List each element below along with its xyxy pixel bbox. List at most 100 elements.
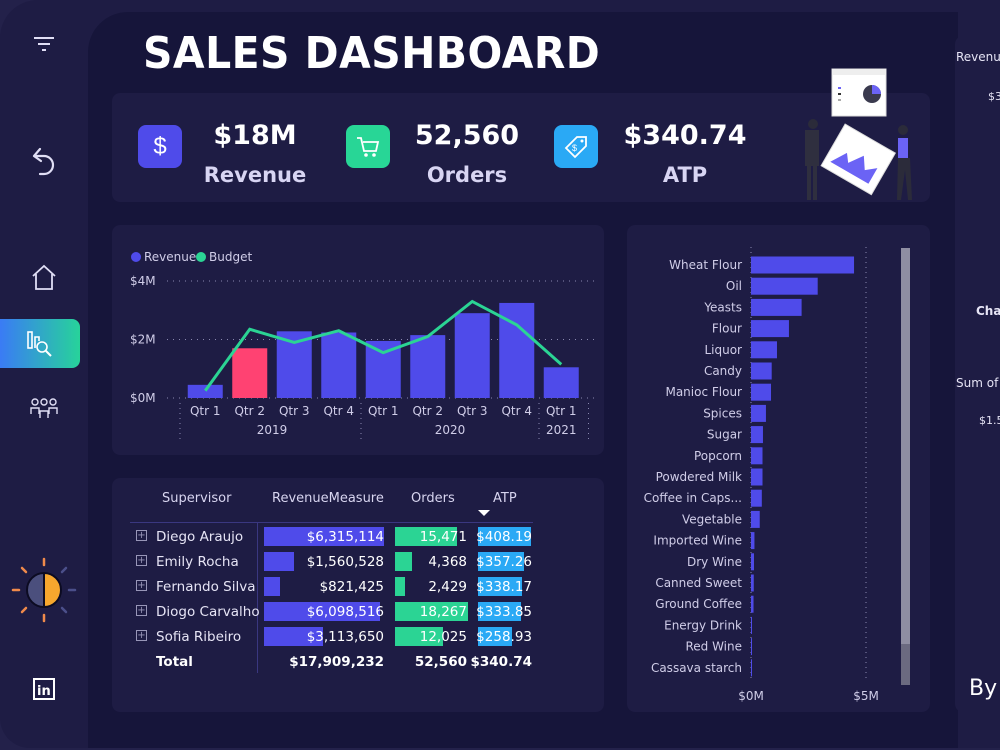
supervisor-name: Fernando Silva bbox=[156, 579, 256, 595]
kpi-card bbox=[112, 93, 930, 202]
table-row[interactable]: + Diogo Carvalho $6,098,516 18,267 $333.85 bbox=[130, 600, 540, 624]
budget-line bbox=[204, 299, 563, 392]
home-icon bbox=[32, 264, 56, 290]
x-tick-label: Qtr 2 bbox=[412, 404, 443, 418]
presentation-illustration bbox=[805, 68, 912, 200]
column-divider bbox=[257, 523, 258, 673]
product-bar bbox=[751, 595, 754, 613]
header-revenue-measure[interactable]: RevenueMeasure bbox=[272, 491, 384, 506]
revenue-bar bbox=[321, 332, 357, 398]
right-panel-partial: Revenu $3 Cha Sum of $1.5 By bbox=[955, 36, 1000, 712]
table-row[interactable]: + Emily Rocha $1,560,528 4,368 $357.26 bbox=[130, 550, 540, 574]
back-button[interactable] bbox=[0, 143, 88, 181]
category-label: Energy Drink bbox=[664, 618, 742, 632]
svg-text:in: in bbox=[37, 684, 51, 699]
price-tag-icon: $ bbox=[564, 135, 587, 158]
sidebar: in bbox=[0, 0, 88, 748]
table-row[interactable]: + Sofia Ribeiro $3,113,650 12,025 $258.93 bbox=[130, 625, 540, 649]
revenue-value: $6,315,114 bbox=[306, 529, 384, 545]
revenue-data-bar bbox=[264, 627, 324, 646]
revenue-kpi-label: Revenue bbox=[203, 163, 307, 187]
revenue-value: $1,560,528 bbox=[306, 554, 384, 570]
year-label: 2020 bbox=[435, 423, 466, 437]
linkedin-icon: in bbox=[33, 678, 55, 700]
table-row[interactable]: + Diego Araujo $6,315,114 15,471 $408.19 bbox=[130, 525, 540, 549]
orders-value: 18,267 bbox=[419, 604, 467, 620]
revenue-kpi-icon-box: $ bbox=[138, 125, 182, 168]
category-label: Liquor bbox=[704, 343, 742, 357]
product-bar bbox=[751, 256, 855, 274]
revenue-value: $6,098,516 bbox=[306, 604, 384, 620]
category-label: Canned Sweet bbox=[655, 576, 742, 590]
orders-data-bar bbox=[395, 627, 444, 646]
sun-moon-theme-icon bbox=[11, 557, 77, 623]
product-bar bbox=[751, 298, 802, 316]
product-bar bbox=[751, 468, 763, 486]
chart-search-icon bbox=[27, 330, 52, 357]
revenue-data-bar bbox=[264, 577, 280, 596]
product-bar bbox=[751, 510, 760, 528]
expand-row-icon[interactable]: + bbox=[136, 605, 147, 616]
product-bar bbox=[751, 659, 752, 677]
product-bar bbox=[751, 532, 755, 550]
category-label: Flour bbox=[712, 322, 742, 336]
table-row[interactable]: + Fernando Silva $821,425 2,429 $338.17 bbox=[130, 575, 540, 599]
x-tick-label: Qtr 2 bbox=[234, 404, 265, 418]
atp-data-bar bbox=[478, 627, 512, 646]
header-supervisor[interactable]: Supervisor bbox=[162, 491, 232, 506]
revenue-bar bbox=[410, 335, 446, 398]
scrollbar-thumb[interactable] bbox=[901, 248, 910, 644]
x-tick-label: Qtr 1 bbox=[190, 404, 221, 418]
legend-budget-label: Budget bbox=[209, 250, 252, 264]
category-label: Imported Wine bbox=[653, 534, 742, 548]
expand-row-icon[interactable]: + bbox=[136, 530, 147, 541]
product-bar bbox=[751, 447, 763, 465]
svg-text:$: $ bbox=[572, 143, 577, 153]
total-revenue: $17,909,232 bbox=[289, 654, 384, 670]
category-label: Manioc Flour bbox=[665, 385, 742, 399]
x-tick-label: Qtr 1 bbox=[546, 404, 577, 418]
analysis-button-active[interactable] bbox=[0, 319, 80, 368]
page-title: SALES DASHBOARD bbox=[143, 28, 601, 79]
x-tick-label: Qtr 3 bbox=[457, 404, 488, 418]
category-label: Powdered Milk bbox=[656, 470, 742, 484]
expand-row-icon[interactable]: + bbox=[136, 555, 147, 566]
category-label: Dry Wine bbox=[687, 555, 742, 569]
right-panel-text: Cha bbox=[976, 304, 1000, 318]
home-button[interactable] bbox=[0, 260, 88, 294]
orders-data-bar bbox=[395, 527, 457, 546]
filter-icon bbox=[34, 37, 54, 51]
filter-button[interactable] bbox=[0, 30, 88, 58]
product-bar bbox=[751, 383, 772, 401]
team-button[interactable] bbox=[0, 394, 88, 424]
header-atp[interactable]: ATP bbox=[493, 491, 517, 506]
supervisor-name: Emily Rocha bbox=[156, 554, 239, 570]
category-label: Spices bbox=[703, 406, 742, 420]
y-tick-label: $4M bbox=[130, 274, 156, 288]
product-bar bbox=[751, 362, 772, 380]
product-bar bbox=[751, 404, 766, 422]
category-label: Popcorn bbox=[694, 449, 742, 463]
linkedin-button[interactable]: in bbox=[0, 676, 88, 702]
sort-descending-icon[interactable] bbox=[478, 510, 490, 516]
revenue-data-bar bbox=[264, 602, 380, 621]
right-panel-text: $3 bbox=[988, 90, 1000, 103]
right-panel-text: $1.5 bbox=[979, 414, 1000, 427]
expand-row-icon[interactable]: + bbox=[136, 630, 147, 641]
expand-row-icon[interactable]: + bbox=[136, 580, 147, 591]
header-orders[interactable]: Orders bbox=[411, 491, 455, 506]
orders-value: 12,025 bbox=[419, 629, 467, 645]
product-bar bbox=[751, 553, 754, 571]
supervisor-name: Sofia Ribeiro bbox=[156, 629, 242, 645]
supervisor-name: Diogo Carvalho bbox=[156, 604, 260, 620]
product-bar bbox=[751, 489, 762, 507]
product-bar bbox=[751, 277, 818, 295]
revenue-bar bbox=[543, 367, 579, 398]
category-label: Yeasts bbox=[703, 300, 742, 314]
year-label: 2021 bbox=[546, 423, 577, 437]
atp-value: $333.85 bbox=[476, 604, 532, 620]
orders-value: 2,429 bbox=[428, 579, 467, 595]
theme-toggle[interactable] bbox=[0, 555, 88, 625]
y-tick-label: $2M bbox=[130, 333, 156, 347]
legend-revenue-marker bbox=[131, 252, 141, 262]
